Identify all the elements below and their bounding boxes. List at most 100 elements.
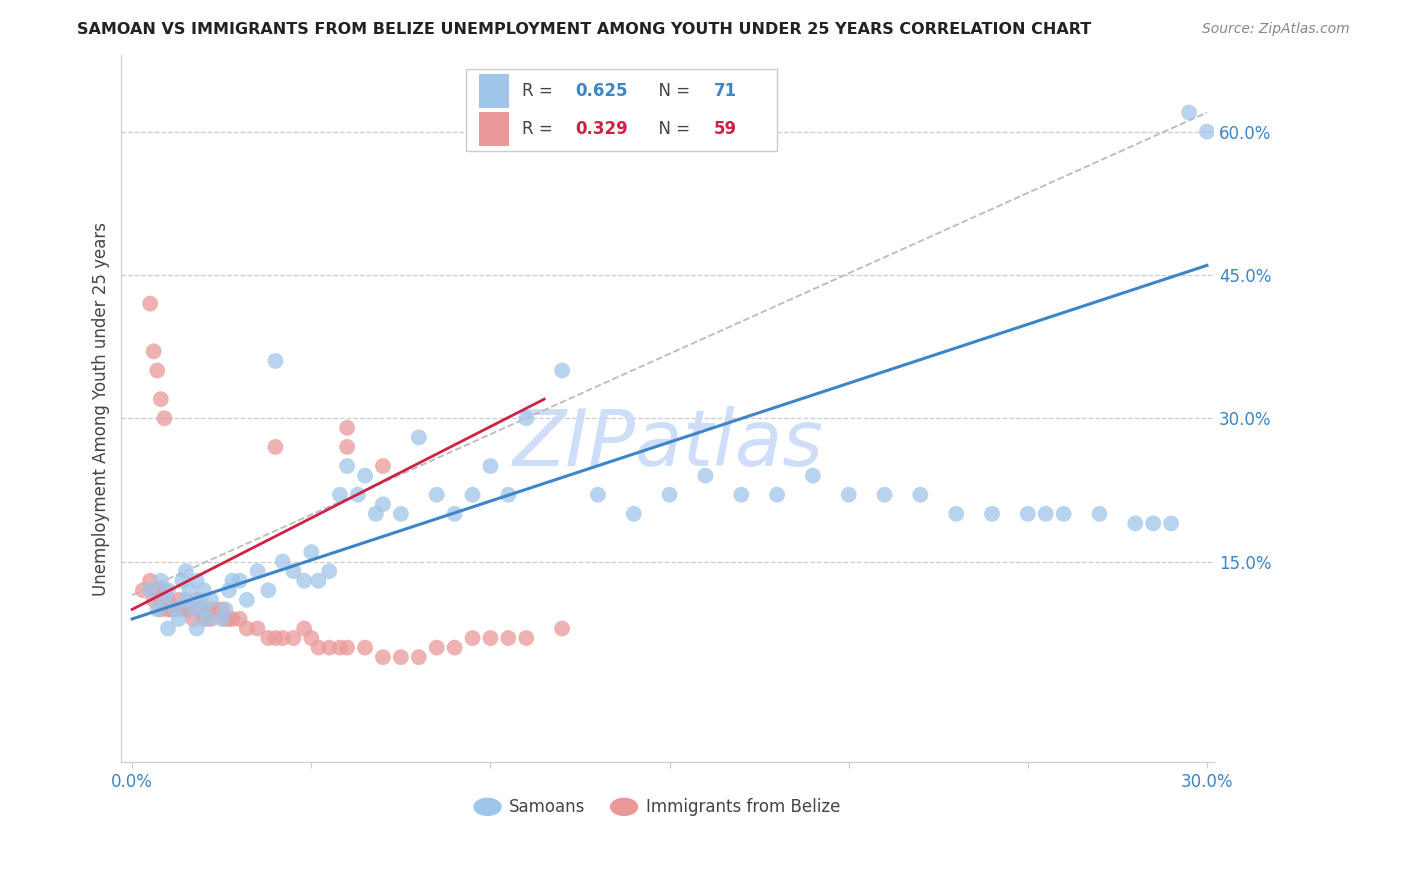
Point [264,631,287,645]
Circle shape [474,797,502,816]
FancyBboxPatch shape [479,74,509,108]
Point [981,507,1004,521]
Point [200,612,222,626]
Point [1035,507,1057,521]
Point [515,631,537,645]
Point [1123,516,1146,531]
Point [165,602,187,616]
Point [236,622,259,636]
Point [479,631,502,645]
Point [257,583,280,598]
Point [426,488,449,502]
Point [354,468,377,483]
Point [329,640,352,655]
Circle shape [610,797,638,816]
Text: Source: ZipAtlas.com: Source: ZipAtlas.com [1202,22,1350,37]
Point [1088,507,1111,521]
Point [271,631,294,645]
Point [174,592,197,607]
Point [218,583,240,598]
Point [193,612,215,626]
Point [308,574,330,588]
Point [186,622,208,636]
Point [1178,105,1201,120]
Point [165,602,187,616]
Text: ZIPatlas: ZIPatlas [512,406,824,482]
Point [172,602,194,616]
Point [515,411,537,425]
Point [695,468,717,483]
Point [910,488,932,502]
Point [132,583,155,598]
Point [149,392,172,406]
Point [257,631,280,645]
Point [1017,507,1039,521]
Point [551,622,574,636]
Y-axis label: Unemployment Among Youth under 25 years: Unemployment Among Youth under 25 years [93,222,110,596]
Point [156,602,179,616]
Point [188,602,211,616]
Point [218,612,240,626]
Point [179,583,201,598]
Point [1195,125,1218,139]
Point [389,507,412,521]
Point [498,488,520,502]
Point [221,612,243,626]
Point [336,640,359,655]
Point [318,564,340,578]
Point [156,592,179,607]
Point [364,507,387,521]
FancyBboxPatch shape [479,112,509,145]
Point [389,650,412,665]
Point [188,592,211,607]
Point [153,592,176,607]
Point [945,507,967,521]
Point [329,488,352,502]
Point [264,440,287,454]
Point [146,602,169,616]
Point [200,592,222,607]
Point [153,411,176,425]
Point [149,574,172,588]
Point [228,612,250,626]
Point [179,602,201,616]
Point [336,458,359,473]
Point [498,631,520,645]
Point [283,631,305,645]
Point [146,363,169,377]
Point [1160,516,1182,531]
Point [174,564,197,578]
Point [197,602,219,616]
Point [371,497,394,511]
Text: R =: R = [523,120,558,137]
Point [139,574,162,588]
Text: R =: R = [523,82,558,100]
Text: N =: N = [648,82,696,100]
Point [408,430,430,444]
Text: 59: 59 [714,120,737,137]
Point [236,592,259,607]
Point [211,602,233,616]
Point [167,612,190,626]
Point [730,488,752,502]
Text: 0.329: 0.329 [575,120,627,137]
Point [551,363,574,377]
Point [283,564,305,578]
Point [1053,507,1076,521]
Point [264,354,287,368]
Point [873,488,896,502]
Point [408,650,430,665]
Point [318,640,340,655]
Text: 71: 71 [714,82,737,100]
Point [153,583,176,598]
Point [292,622,315,636]
Point [174,602,197,616]
Point [838,488,860,502]
Point [426,640,449,655]
Point [181,602,204,616]
Point [193,602,215,616]
Point [461,631,484,645]
Point [167,592,190,607]
Text: N =: N = [648,120,696,137]
Point [308,640,330,655]
